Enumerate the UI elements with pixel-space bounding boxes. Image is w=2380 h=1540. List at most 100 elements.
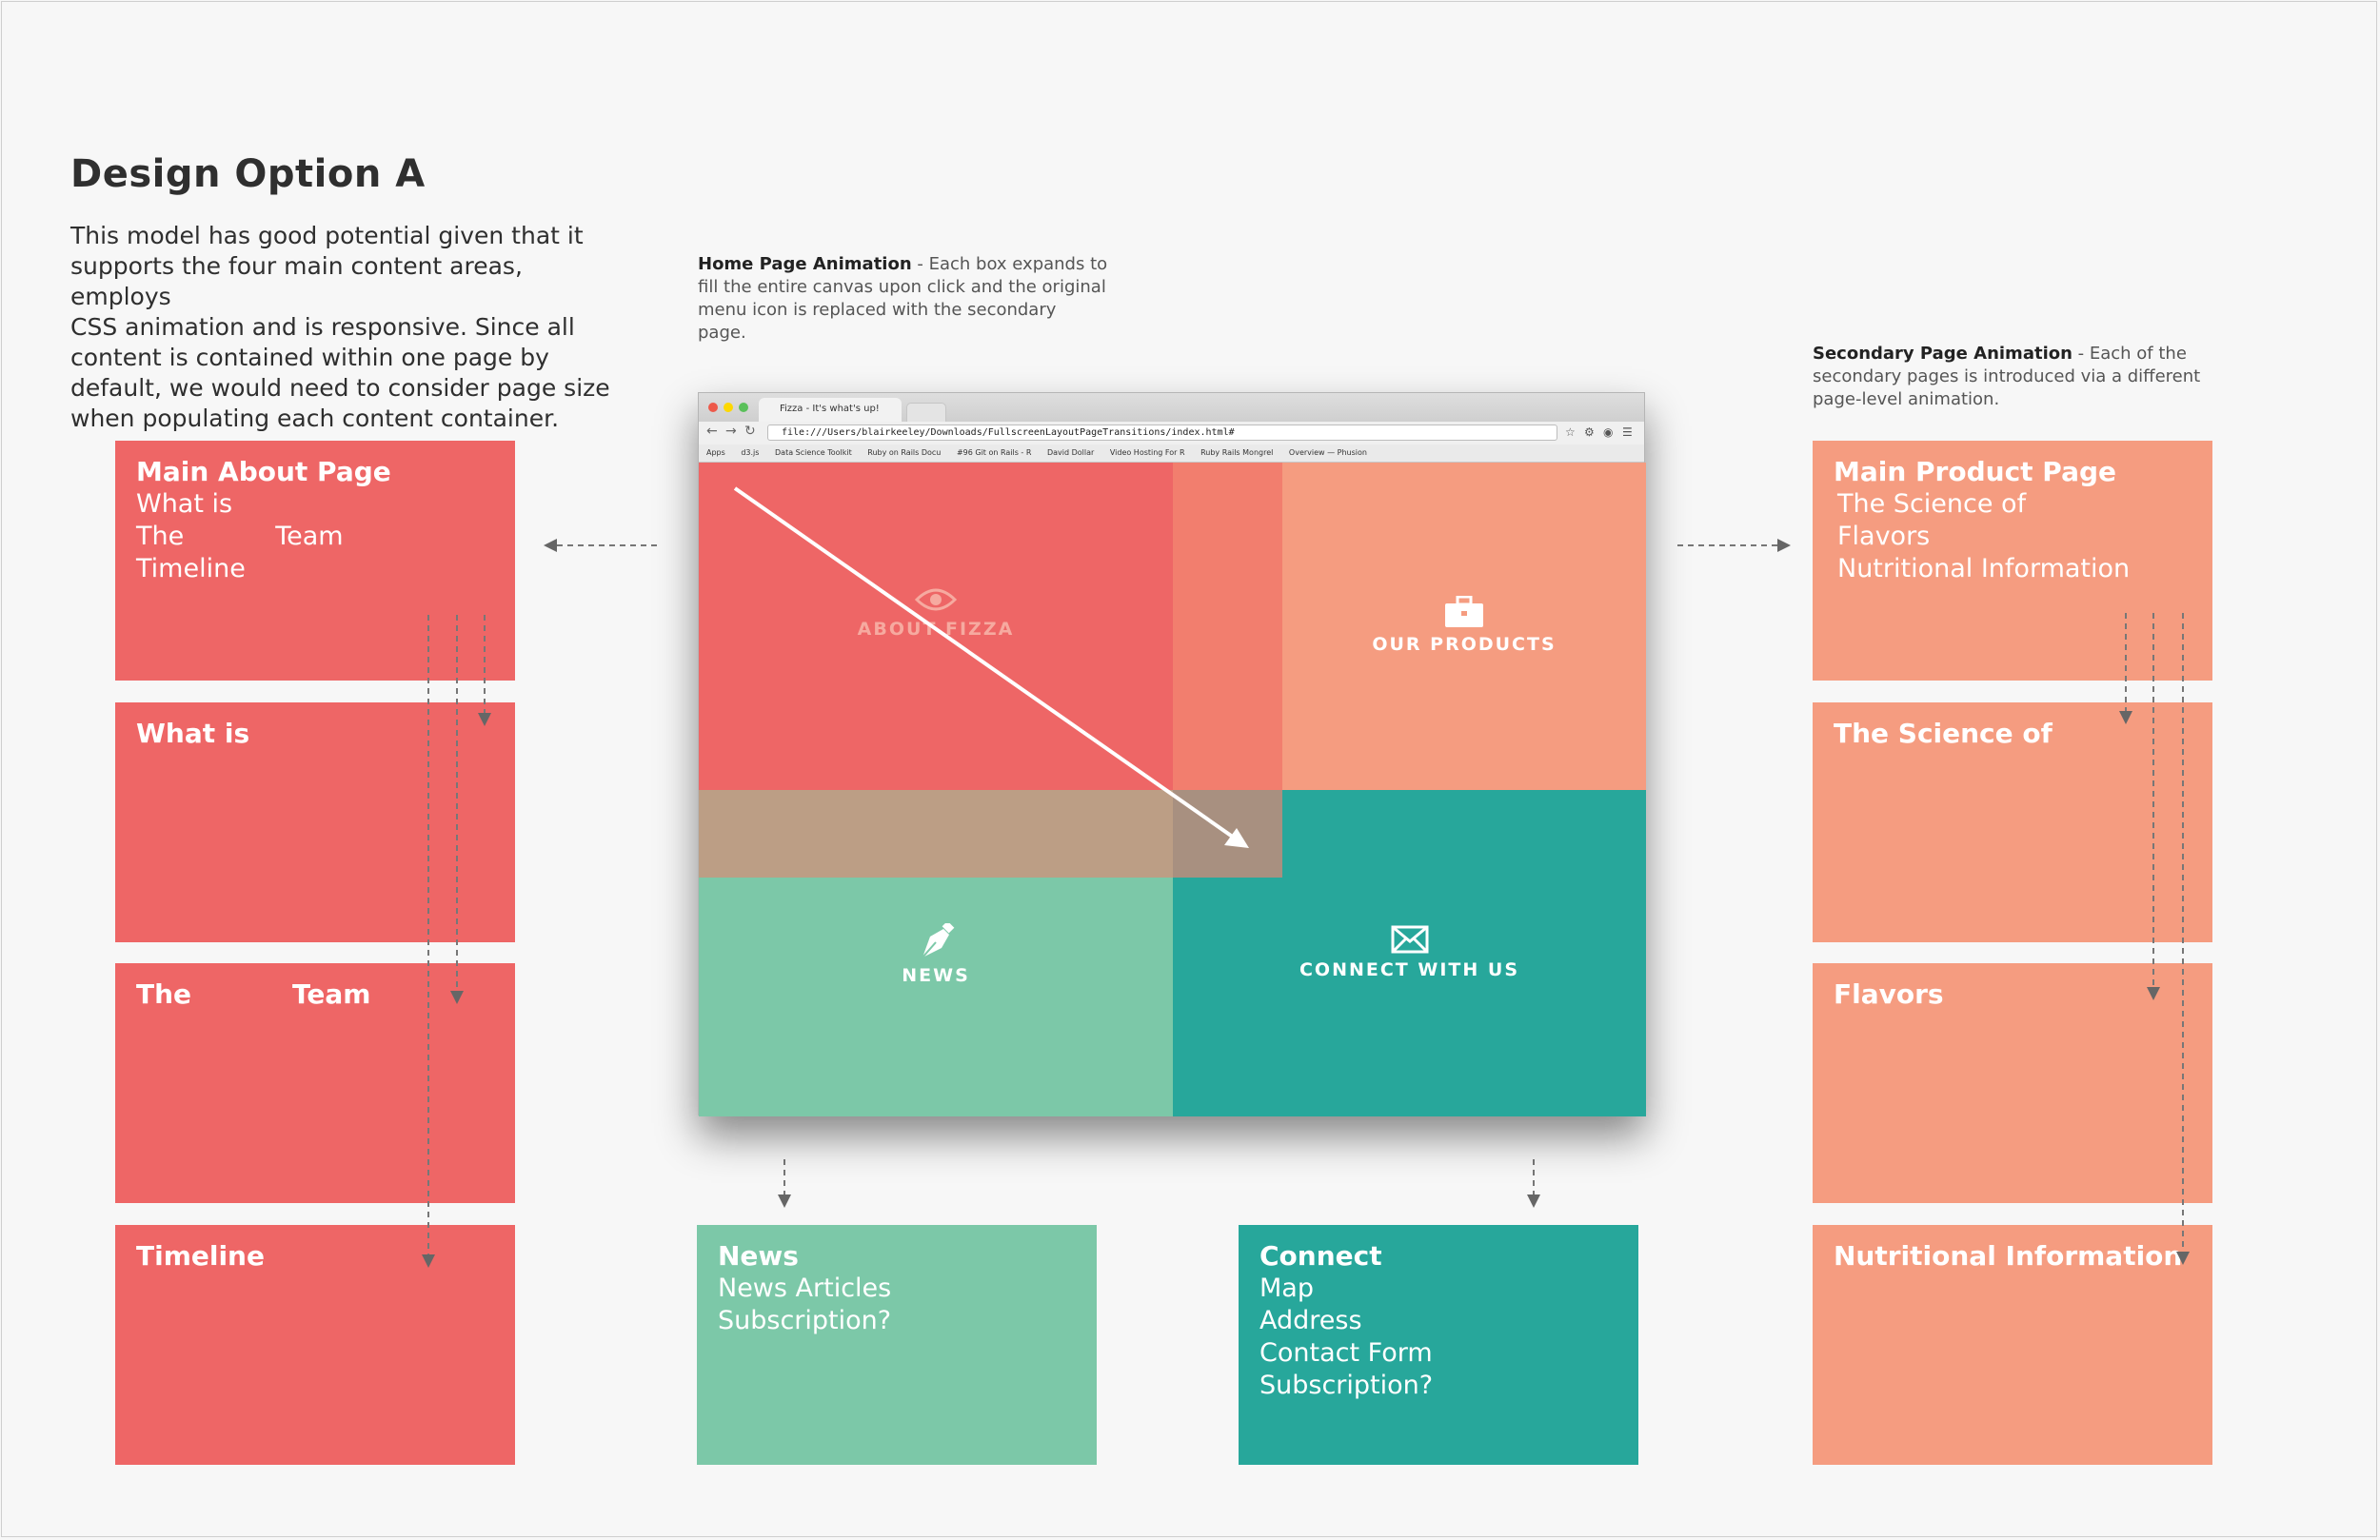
expand-animation-arrow bbox=[733, 486, 1249, 848]
intro-line: default, we would need to consider page … bbox=[70, 374, 610, 402]
intro-paragraph: This model has good potential given that… bbox=[70, 221, 623, 434]
card-line: News Articles bbox=[718, 1273, 892, 1303]
card-line: The Team bbox=[136, 521, 494, 553]
bookmark-item[interactable]: Data Science Toolkit bbox=[775, 448, 852, 457]
secondary-animation-note: Secondary Page Animation - Each of the s… bbox=[1813, 343, 2231, 411]
bookmark-item[interactable]: Overview — Phusion bbox=[1288, 448, 1367, 457]
bookmark-item[interactable]: Apps bbox=[706, 448, 725, 457]
main-product-page-card: Main Product Page The Science of Flavors… bbox=[1813, 441, 2212, 681]
card-heading: Connect bbox=[1259, 1240, 1382, 1272]
card-line: Nutritional Information bbox=[1837, 554, 2131, 583]
bookmark-item[interactable]: Ruby on Rails Docu bbox=[867, 448, 942, 457]
intro-line: CSS animation and is responsive. Since a… bbox=[70, 313, 575, 341]
pen-nib-icon bbox=[922, 923, 955, 958]
nutritional-information-card: Nutritional Information bbox=[1813, 1225, 2212, 1465]
browser-tab[interactable]: Fizza - It's what's up! bbox=[759, 398, 902, 422]
card-heading: Nutritional Information bbox=[1834, 1240, 2183, 1272]
close-window-button[interactable] bbox=[708, 403, 718, 412]
browser-window: Fizza - It's what's up! ← → ↻ file:///Us… bbox=[698, 392, 1646, 1116]
home-note-line: - Each box expands to bbox=[911, 254, 1108, 274]
card-heading: Flavors bbox=[1834, 978, 1944, 1010]
intro-line: This model has good potential given that… bbox=[70, 222, 584, 249]
our-products-tile[interactable]: OUR PRODUCTS bbox=[1282, 596, 1646, 655]
news-tile[interactable]: NEWS bbox=[699, 923, 1173, 986]
card-line: The Science of bbox=[1837, 489, 2027, 519]
news-card: News News Articles Subscription? bbox=[697, 1225, 1097, 1465]
tile-label: OUR PRODUCTS bbox=[1372, 634, 1557, 655]
card-heading: Main About Page bbox=[136, 456, 391, 487]
about-expand-overlay bbox=[1173, 463, 1282, 790]
flavors-card: Flavors bbox=[1813, 963, 2212, 1203]
card-heading-word: Team bbox=[292, 978, 371, 1010]
bookmark-item[interactable]: David Dollar bbox=[1046, 448, 1095, 457]
bookmark-item[interactable]: d3.js bbox=[741, 448, 760, 457]
home-note-label: Home Page Animation bbox=[698, 254, 912, 274]
connect-tile-bg bbox=[1173, 878, 1646, 1116]
extension-icon[interactable]: ◉ bbox=[1603, 425, 1614, 439]
card-heading: What is bbox=[136, 718, 250, 749]
news-expand-overlay bbox=[699, 790, 1173, 878]
timeline-card: Timeline bbox=[115, 1225, 515, 1465]
extension-icon[interactable]: ⚙ bbox=[1584, 425, 1595, 439]
home-note-line: menu icon is replaced with the secondary bbox=[698, 300, 1057, 320]
card-line: Contact Form bbox=[1259, 1338, 1433, 1368]
card-heading: Main Product Page bbox=[1834, 456, 2117, 487]
browser-viewport: ABOUT FIZZA OUR PRODUCTS NEWS CONNECT bbox=[699, 463, 1646, 1116]
what-is-card: What is bbox=[115, 702, 515, 942]
intro-line: when populating each content container. bbox=[70, 405, 560, 432]
bookmark-star-icon[interactable]: ☆ bbox=[1565, 425, 1576, 439]
science-of-card: The Science of bbox=[1813, 702, 2212, 942]
intro-line: content is contained within one page by bbox=[70, 344, 549, 371]
menu-icon[interactable]: ☰ bbox=[1622, 425, 1633, 439]
forward-icon[interactable]: → bbox=[725, 424, 737, 439]
tile-label: NEWS bbox=[902, 965, 970, 986]
reload-icon[interactable]: ↻ bbox=[744, 424, 756, 439]
eye-icon bbox=[915, 588, 957, 611]
bookmark-item[interactable]: Video Hosting For R bbox=[1109, 448, 1185, 457]
connect-tile-top bbox=[1282, 790, 1646, 878]
address-bar[interactable]: file:///Users/blairkeeley/Downloads/Full… bbox=[767, 424, 1557, 441]
card-line: Subscription? bbox=[1259, 1371, 1434, 1400]
card-line-word: Team bbox=[275, 522, 344, 551]
minimize-window-button[interactable] bbox=[724, 403, 733, 412]
card-line: Timeline bbox=[136, 554, 246, 583]
main-about-page-card: Main About Page What is The Team Timeline bbox=[115, 441, 515, 681]
card-line: Flavors bbox=[1837, 522, 1931, 551]
browser-toolbar: ← → ↻ file:///Users/blairkeeley/Download… bbox=[699, 422, 1644, 444]
home-animation-note: Home Page Animation - Each box expands t… bbox=[698, 253, 1126, 345]
card-line: What is bbox=[136, 489, 233, 519]
card-heading: News bbox=[718, 1240, 799, 1272]
card-heading-word: The bbox=[136, 978, 192, 1010]
secondary-note-line: page-level animation. bbox=[1813, 389, 2000, 409]
secondary-note-label: Secondary Page Animation bbox=[1813, 344, 2073, 364]
new-tab-button[interactable] bbox=[906, 403, 946, 424]
connect-with-us-tile[interactable]: CONNECT WITH US bbox=[1173, 925, 1646, 980]
secondary-note-line: secondary pages is introduced via a diff… bbox=[1813, 366, 2201, 386]
home-note-line: page. bbox=[698, 323, 746, 343]
bookmark-item[interactable]: #96 Git on Rails - R bbox=[956, 448, 1032, 457]
card-heading: The Science of bbox=[1834, 718, 2053, 749]
bookmark-item[interactable]: Ruby Rails Mongrel bbox=[1200, 448, 1274, 457]
page-title: Design Option A bbox=[70, 152, 426, 196]
card-line: Subscription? bbox=[718, 1306, 892, 1335]
the-team-card: The Team bbox=[115, 963, 515, 1203]
back-icon[interactable]: ← bbox=[706, 424, 718, 439]
home-note-line: fill the entire canvas upon click and th… bbox=[698, 277, 1106, 297]
intro-line: supports the four main content areas, em… bbox=[70, 252, 523, 310]
browser-tabbar: Fizza - It's what's up! bbox=[699, 393, 1644, 424]
card-heading: Timeline bbox=[136, 1240, 265, 1272]
connect-card: Connect Map Address Contact Form Subscri… bbox=[1239, 1225, 1638, 1465]
zoom-window-button[interactable] bbox=[739, 403, 748, 412]
card-line-word: The bbox=[136, 522, 185, 551]
card-heading: The Team bbox=[136, 978, 494, 1011]
bookmarks-bar: Apps d3.js Data Science Toolkit Ruby on … bbox=[699, 444, 1644, 463]
card-line: Address bbox=[1259, 1306, 1362, 1335]
tile-label: CONNECT WITH US bbox=[1299, 959, 1519, 980]
news-tile-bg bbox=[699, 878, 1173, 1116]
card-line: Map bbox=[1259, 1273, 1314, 1303]
secondary-note-line: - Each of the bbox=[2072, 344, 2187, 364]
briefcase-icon bbox=[1445, 596, 1483, 627]
envelope-icon bbox=[1391, 925, 1428, 954]
